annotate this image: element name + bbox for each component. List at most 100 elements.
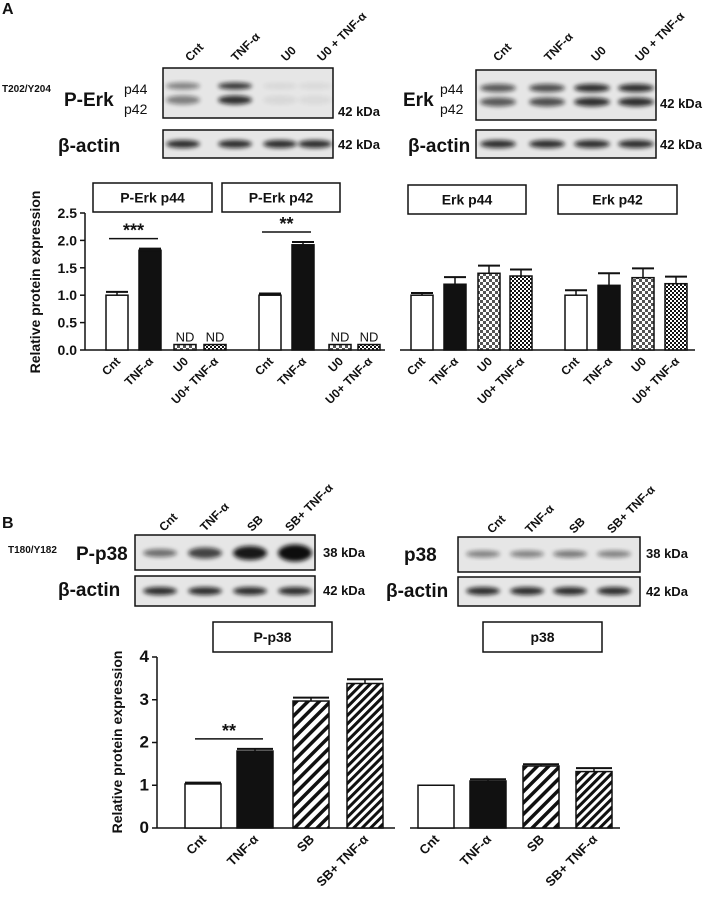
lane-label: U0 + TNF-α bbox=[632, 9, 687, 64]
significance: ** bbox=[279, 214, 293, 234]
x-tick-label: TNF-α bbox=[581, 354, 616, 389]
x-tick-label: TNF-α bbox=[224, 832, 261, 869]
x-tick-label: TNF-α bbox=[427, 354, 462, 389]
kda-label: 42 kDa bbox=[338, 104, 381, 119]
y-tick-label: 2 bbox=[140, 733, 149, 752]
blot-band bbox=[188, 547, 222, 559]
blot-band bbox=[166, 95, 200, 105]
lane-label: Cnt bbox=[484, 512, 508, 536]
x-tick-label: Cnt bbox=[99, 354, 123, 378]
y-tick-label: 1.5 bbox=[58, 260, 78, 276]
band-label: p42 bbox=[124, 101, 148, 117]
blot-band bbox=[218, 82, 252, 90]
y-axis-label: Relative protein expression bbox=[109, 651, 125, 834]
blot-band bbox=[166, 140, 200, 148]
group-title-box bbox=[212, 621, 333, 653]
target-label: Erk bbox=[403, 90, 434, 111]
blot-band bbox=[510, 550, 544, 558]
control-label: β-actin bbox=[58, 136, 120, 157]
x-tick-label: SB+ TNF-α bbox=[313, 832, 371, 890]
x-tick-label: TNF-α bbox=[457, 832, 494, 869]
kda-label: 42 kDa bbox=[323, 583, 366, 598]
blot-band bbox=[574, 84, 610, 92]
blot-band bbox=[233, 546, 267, 560]
blot-band bbox=[233, 587, 267, 595]
bar bbox=[203, 343, 227, 351]
lane-label: SB bbox=[244, 512, 266, 534]
target-label: P-Erk bbox=[64, 90, 114, 111]
blot-band bbox=[618, 140, 654, 148]
significance: ** bbox=[222, 721, 236, 741]
y-tick-label: 2.5 bbox=[58, 205, 78, 221]
bar bbox=[417, 784, 455, 829]
bar bbox=[357, 343, 381, 351]
blot-band bbox=[143, 587, 177, 595]
blot-band bbox=[597, 550, 631, 558]
bar bbox=[346, 682, 384, 829]
lane-label: SB+ TNF-α bbox=[604, 482, 658, 536]
bar bbox=[291, 244, 315, 351]
x-tick-label: Cnt bbox=[252, 354, 276, 378]
blot-band bbox=[166, 82, 200, 90]
bar bbox=[184, 783, 222, 829]
kda-label: 42 kDa bbox=[660, 137, 703, 152]
group-title: P-Erk p42 bbox=[249, 190, 314, 206]
blot-band bbox=[298, 95, 332, 105]
annotation: ND bbox=[331, 330, 350, 345]
bar bbox=[105, 294, 129, 351]
site-label: T180/Y182 bbox=[8, 545, 57, 556]
bar bbox=[236, 750, 274, 829]
x-tick-label: U0 bbox=[170, 354, 191, 375]
x-tick-label: TNF-α bbox=[122, 354, 157, 389]
bar bbox=[328, 343, 352, 351]
panel-label: A bbox=[2, 1, 14, 18]
blot-band bbox=[263, 140, 297, 148]
blot-band bbox=[553, 587, 587, 595]
target-label: p38 bbox=[404, 545, 437, 566]
lane-label: TNF-α bbox=[541, 29, 576, 64]
bar bbox=[477, 272, 501, 351]
x-tick-label: U0 bbox=[474, 354, 495, 375]
blot-band bbox=[263, 95, 297, 105]
x-tick-label: SB+ TNF-α bbox=[542, 832, 600, 890]
group-title-box bbox=[221, 182, 341, 213]
bar bbox=[631, 276, 655, 351]
blot-band bbox=[278, 544, 312, 562]
y-axis-label: Relative protein expression bbox=[27, 191, 43, 374]
blot-band bbox=[143, 549, 177, 557]
control-label: β-actin bbox=[386, 581, 448, 602]
blot bbox=[475, 69, 657, 121]
x-tick-label: Cnt bbox=[404, 354, 428, 378]
bar bbox=[509, 275, 533, 351]
control-label: β-actin bbox=[408, 136, 470, 157]
group-title: Erk p44 bbox=[442, 192, 493, 208]
lane-label: TNF-α bbox=[522, 501, 557, 536]
bar bbox=[443, 283, 467, 351]
lane-label: Cnt bbox=[490, 40, 514, 64]
blot-band bbox=[618, 97, 654, 107]
blot-band bbox=[480, 140, 516, 148]
kda-label: 42 kDa bbox=[660, 96, 703, 111]
blot-band bbox=[278, 587, 312, 595]
bar bbox=[138, 249, 162, 351]
bar bbox=[564, 294, 588, 351]
bar bbox=[522, 765, 560, 829]
band-label: p42 bbox=[440, 101, 464, 117]
blot-band bbox=[480, 84, 516, 92]
blot-band bbox=[597, 587, 631, 595]
blot bbox=[162, 67, 334, 119]
group-title: Erk p42 bbox=[592, 192, 643, 208]
blot-band bbox=[263, 82, 297, 90]
lane-label: U0 bbox=[278, 43, 299, 64]
blot-band bbox=[510, 587, 544, 595]
lane-label: U0 + TNF-α bbox=[314, 9, 369, 64]
lane-label: TNF-α bbox=[197, 499, 232, 534]
kda-label: 38 kDa bbox=[323, 545, 366, 560]
x-tick-label: Cnt bbox=[558, 354, 582, 378]
x-tick-label: SB bbox=[294, 832, 317, 855]
blot-band bbox=[298, 140, 332, 148]
y-tick-label: 1 bbox=[140, 775, 149, 794]
annotation: ND bbox=[176, 330, 195, 345]
bar bbox=[173, 343, 197, 351]
